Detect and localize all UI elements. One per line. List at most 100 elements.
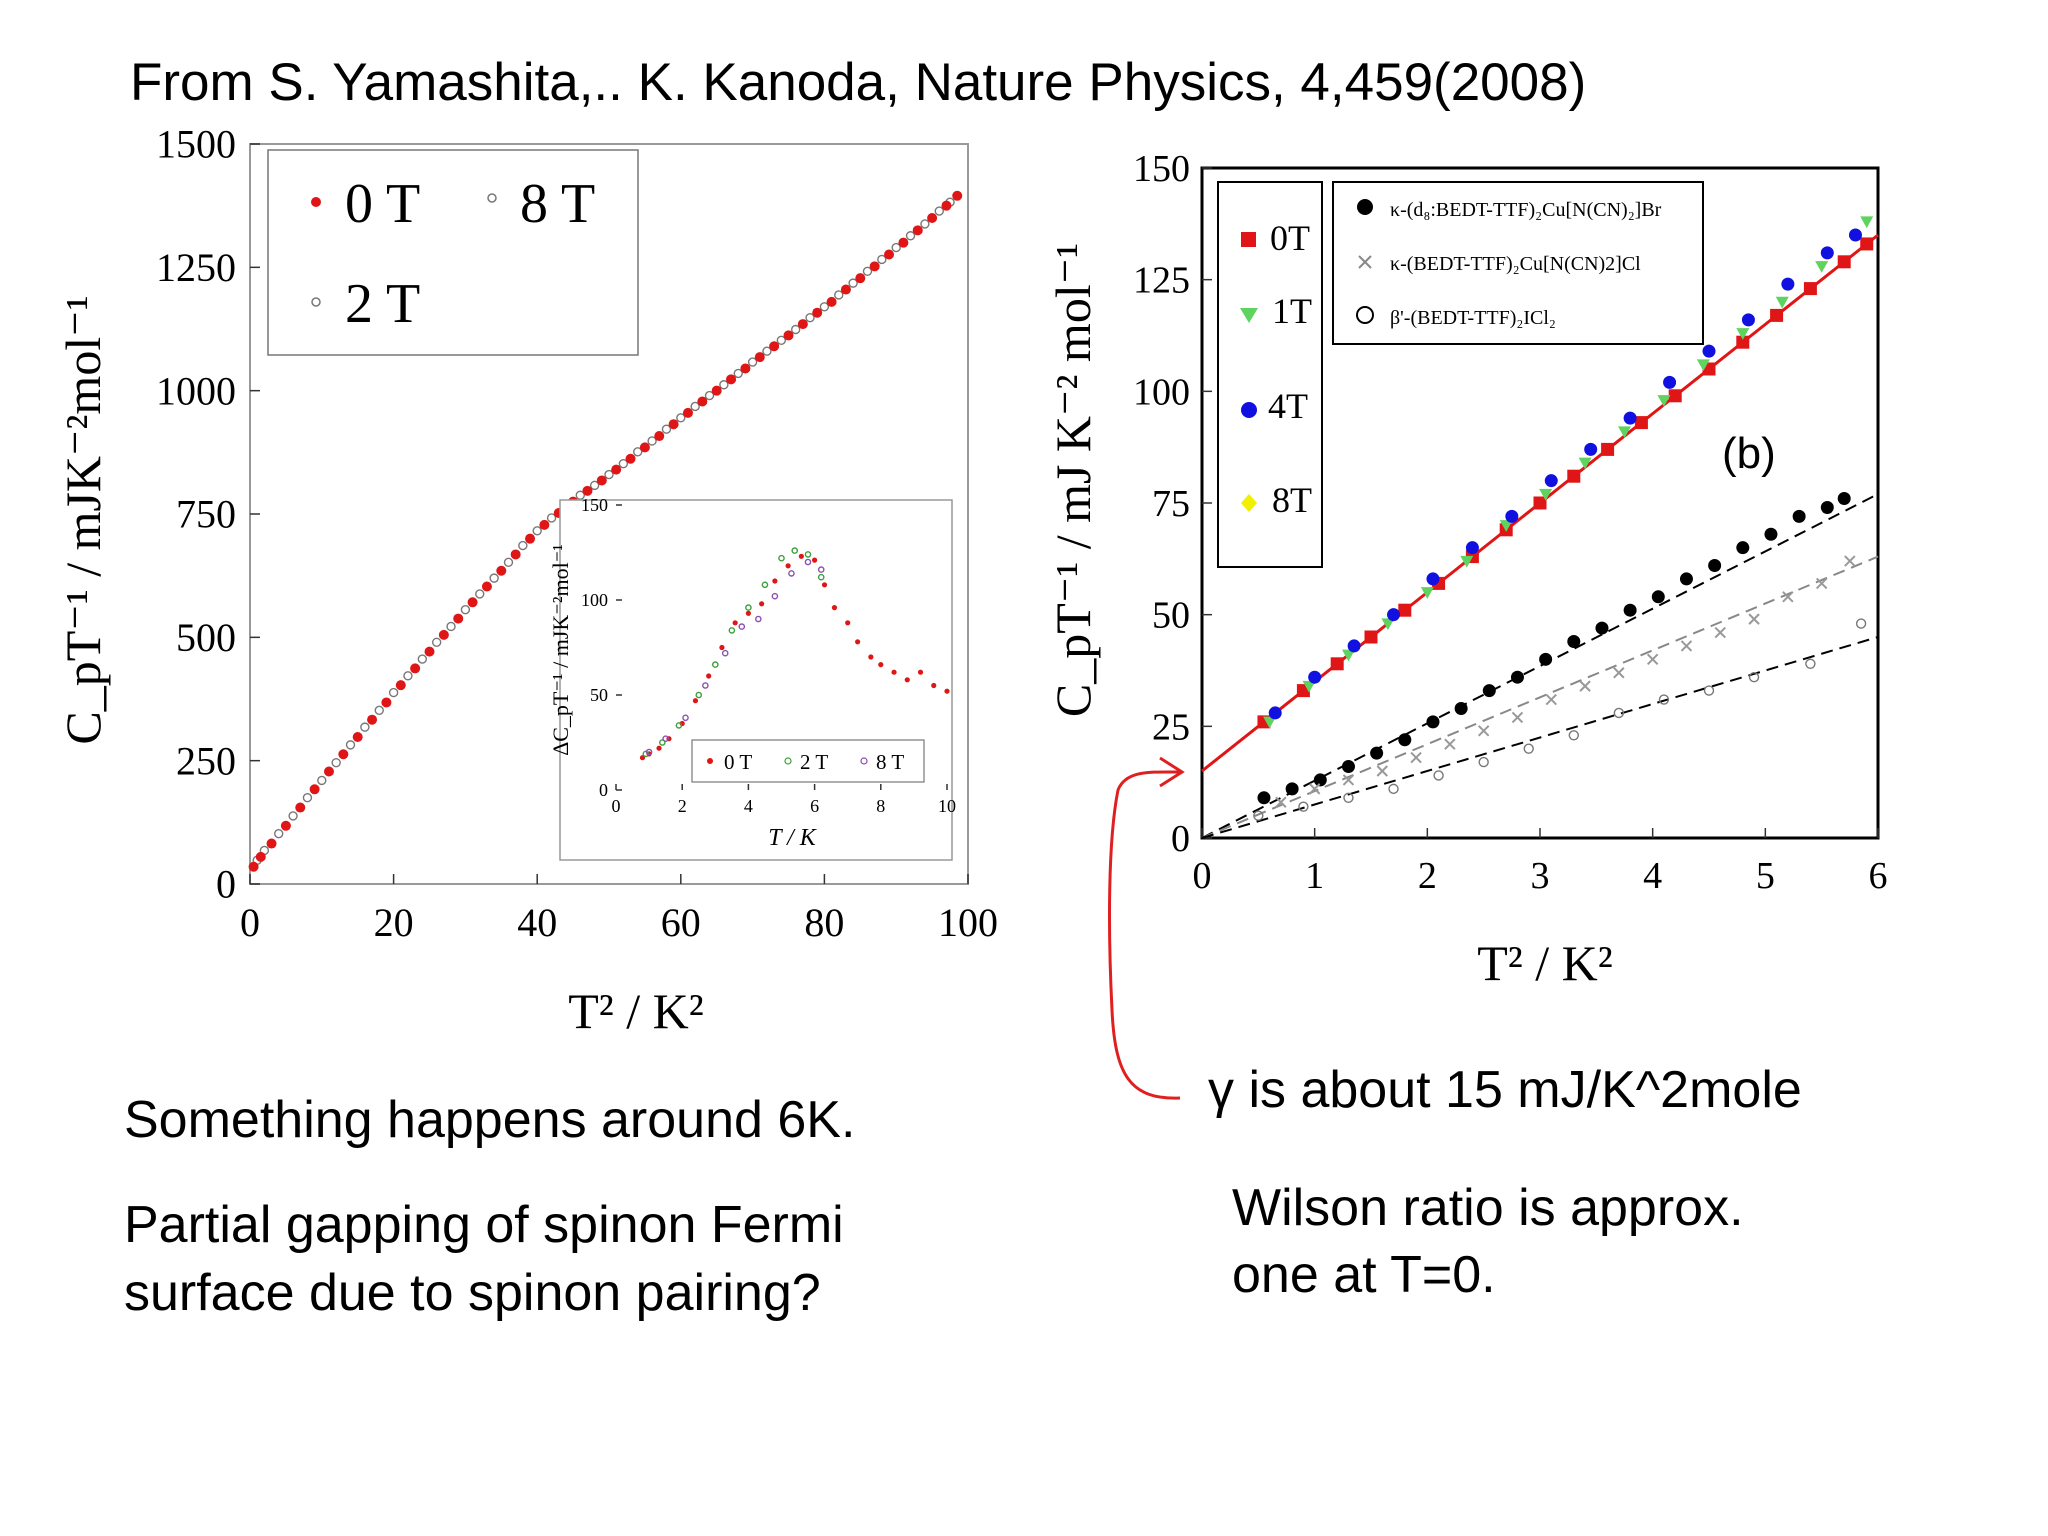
left-point-0-t xyxy=(668,419,679,430)
inset-point-2-t xyxy=(659,739,666,746)
field-legend-label-1t: 1T xyxy=(1272,291,1312,331)
right-axis-ticks: 0 1 2 3 4 5 6 0 25 50 75 100 125 150 xyxy=(1133,148,1888,897)
inset-legend-marker-2t xyxy=(784,757,792,765)
material-legend-label-icl2: β'-(BEDT-TTF)₂ICl₂ xyxy=(1390,307,1556,329)
left-point-2-t xyxy=(733,368,743,379)
left-point-8-t xyxy=(633,447,643,457)
inset-y-tick-label: 150 xyxy=(581,495,608,515)
left-point-2-t xyxy=(934,206,944,216)
inset-point-0-t xyxy=(845,620,851,626)
inset-point-0-t xyxy=(891,669,897,675)
left-point-0-t xyxy=(826,296,837,307)
left-point-0-t xyxy=(740,363,751,374)
right-point-bedt-ttf-icl xyxy=(1703,685,1715,696)
inset-point-8-t xyxy=(721,649,729,657)
left-point-2-t xyxy=(676,413,686,423)
left-point-0-t xyxy=(323,766,334,777)
right-point-0t xyxy=(1770,308,1784,322)
left-point-0-t xyxy=(639,442,650,453)
right-point-1t xyxy=(1420,587,1434,599)
right-point-1t xyxy=(1539,488,1553,501)
inset-point-0-t xyxy=(868,654,874,660)
material-legend-box xyxy=(1332,181,1704,345)
left-point-2-t xyxy=(618,458,629,469)
left-point-2-t xyxy=(532,526,542,536)
right-point-4t xyxy=(1268,706,1282,720)
right-point-d-bedt-ttf-cu-n-cn-br xyxy=(1285,782,1299,796)
left-point-2-t xyxy=(360,722,370,732)
left-legend-marker-8t xyxy=(487,193,497,203)
right-point-1t xyxy=(1578,457,1592,470)
inset-point-0-t xyxy=(745,610,752,616)
right-point-d-bedt-ttf-cu-n-cn-br xyxy=(1482,684,1496,698)
right-point-1t xyxy=(1381,618,1395,631)
right-y-tick-label: 100 xyxy=(1133,371,1190,413)
field-legend-label-8t: 8T xyxy=(1272,480,1312,520)
left-point-0-t xyxy=(467,597,478,608)
right-point-1t xyxy=(1736,328,1750,340)
inset-y-tick-label: 50 xyxy=(590,685,608,705)
right-point-bedt-ttf-icl xyxy=(1523,743,1534,754)
right-material-legend: κ-(d₈:BEDT-TTF)₂Cu[N(CN)₂]Br κ-(BEDT-TTF… xyxy=(1332,181,1704,345)
left-x-tick-label: 60 xyxy=(661,900,701,945)
right-point-d-bedt-ttf-cu-n-cn-br xyxy=(1623,603,1637,617)
slide-title: From S. Yamashita,.. K. Kanoda, Nature P… xyxy=(130,53,1587,112)
fit-line-black-dashed xyxy=(1201,493,1879,839)
inset-point-0-t xyxy=(931,682,937,689)
material-legend-label-br: κ-(d₈:BEDT-TTF)₂Cu[N(CN)₂]Br xyxy=(1390,199,1662,221)
right-x-tick-label: 2 xyxy=(1418,855,1437,897)
left-point-2-t xyxy=(503,557,514,568)
inset-y-tick-label: 100 xyxy=(581,590,608,610)
inset-point-8-t xyxy=(771,592,779,600)
left-legend-label-2t: 2 T xyxy=(345,273,420,335)
left-point-0-t xyxy=(481,581,492,592)
right-point-4t xyxy=(1505,509,1519,523)
right-point-d-bedt-ttf-cu-n-cn-br xyxy=(1454,701,1468,715)
left-point-0-t xyxy=(754,352,765,363)
inset-point-0-t xyxy=(785,563,791,569)
right-point-bedt-ttf-cu-n-cn-2-cl xyxy=(1714,626,1726,639)
inset-point-2-t xyxy=(728,627,736,634)
inset-point-8-t xyxy=(738,623,746,630)
inset-point-8-t xyxy=(682,714,689,722)
right-point-4t xyxy=(1781,277,1795,291)
left-legend-label-0t: 0 T xyxy=(345,173,420,235)
inset-point-0-t xyxy=(904,677,910,683)
left-point-0-t xyxy=(927,213,938,223)
left-point-0-t xyxy=(884,249,895,260)
right-point-4t xyxy=(1702,344,1716,358)
right-point-bedt-ttf-icl xyxy=(1613,707,1625,719)
right-x-tick-label: 5 xyxy=(1756,855,1775,897)
right-point-4t xyxy=(1387,608,1401,622)
right-point-4t xyxy=(1848,228,1862,242)
inset-point-0-t xyxy=(821,582,828,588)
right-point-1t xyxy=(1341,649,1355,662)
right-point-bedt-ttf-cu-n-cn-2-cl xyxy=(1444,738,1456,750)
left-point-0-t xyxy=(453,613,464,624)
left-point-0-t xyxy=(840,284,851,295)
inset-point-2-t xyxy=(712,661,719,668)
right-point-4t xyxy=(1544,474,1558,488)
left-point-0-t xyxy=(410,663,421,674)
inset-point-2-t xyxy=(695,691,703,699)
right-point-bedt-ttf-cu-n-cn-2-cl xyxy=(1579,680,1591,692)
left-point-2-t xyxy=(274,828,284,839)
inset-legend-box xyxy=(691,739,925,783)
inset-point-0-t xyxy=(798,553,804,559)
inset-point-0-t xyxy=(772,578,778,584)
right-point-d-bedt-ttf-cu-n-cn-br xyxy=(1595,621,1609,635)
inset-y-axis-label: ΔC_pT⁻¹ / mJK⁻²mol⁻¹ xyxy=(548,544,573,756)
inset-x-tick-label: 0 xyxy=(612,796,621,816)
left-point-0-t xyxy=(941,200,952,211)
left-point-8-t xyxy=(747,357,758,367)
inset-point-0-t xyxy=(831,605,838,611)
inset-point-8-t xyxy=(804,558,812,566)
right-point-d-bedt-ttf-cu-n-cn-br xyxy=(1370,746,1384,760)
inset-point-0-t xyxy=(706,673,712,679)
left-point-0-t xyxy=(596,475,607,486)
fit-line-open-dashed xyxy=(1201,636,1879,839)
right-point-bedt-ttf-icl xyxy=(1805,658,1816,669)
left-x-tick-label: 80 xyxy=(804,900,844,945)
right-point-0t xyxy=(1668,389,1682,403)
